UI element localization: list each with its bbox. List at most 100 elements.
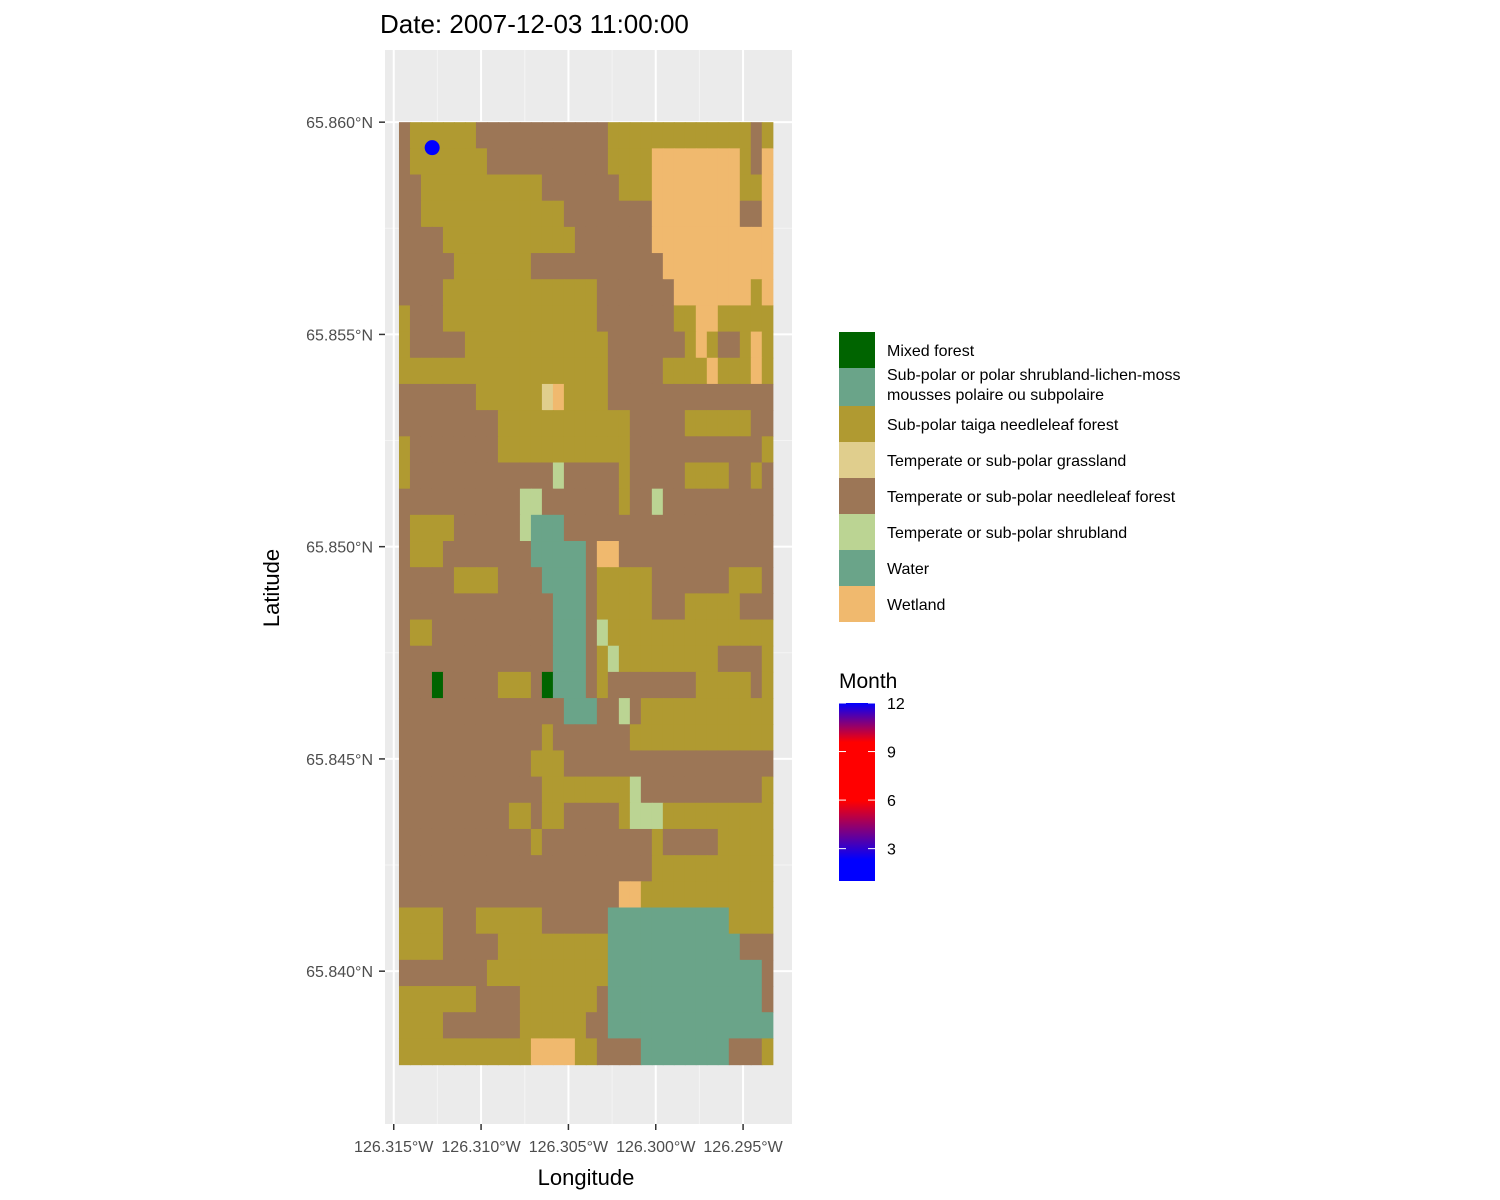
raster-cell — [541, 671, 554, 699]
raster-cell — [453, 698, 466, 725]
raster-cell — [684, 122, 697, 149]
raster-cell — [508, 698, 521, 725]
y-axis: 65.840°N 65.845°N 65.850°N 65.855°N 65.860°N — [306, 115, 385, 981]
raster-cell — [651, 986, 664, 1013]
raster-cell — [761, 619, 774, 647]
raster-cell — [640, 410, 653, 437]
raster-cell — [475, 986, 488, 1013]
raster-cell — [420, 410, 433, 437]
raster-cell — [717, 671, 730, 699]
raster-cell — [508, 1012, 521, 1039]
raster-cell — [574, 226, 587, 254]
raster-cell — [464, 855, 477, 882]
raster-cell — [574, 253, 587, 280]
raster-cell — [728, 1012, 741, 1039]
raster-cell — [431, 122, 444, 149]
raster-cell — [629, 331, 642, 359]
raster-cell — [629, 881, 642, 909]
raster-cell — [486, 986, 499, 1013]
raster-cell — [453, 253, 466, 280]
raster-cell — [761, 986, 774, 1013]
raster-cell — [453, 331, 466, 359]
raster-cell — [662, 567, 675, 594]
raster-cell — [739, 279, 752, 307]
raster-cell — [662, 122, 675, 149]
raster-cell — [574, 1012, 587, 1039]
raster-cell — [629, 986, 642, 1013]
raster-cell — [442, 436, 455, 464]
raster-cell — [398, 828, 411, 856]
raster-cell — [662, 645, 675, 673]
raster-cell — [497, 488, 510, 516]
raster-cell — [728, 1038, 741, 1066]
raster-cell — [398, 1038, 411, 1066]
raster-cell — [618, 122, 631, 149]
raster-cell — [651, 959, 664, 987]
raster-cell — [673, 802, 686, 830]
raster-cell — [475, 907, 488, 935]
raster-cell — [563, 514, 576, 542]
raster-cell — [728, 122, 741, 149]
raster-cell — [684, 645, 697, 673]
raster-cell — [475, 226, 488, 254]
raster-cell — [706, 619, 719, 647]
raster-cell — [706, 698, 719, 725]
raster-cell — [420, 541, 433, 568]
raster-cell — [728, 331, 741, 359]
raster-cell — [486, 567, 499, 594]
raster-cell — [739, 1038, 752, 1066]
raster-cell — [761, 907, 774, 935]
raster-cell — [706, 750, 719, 778]
raster-cell — [409, 305, 422, 333]
raster-cell — [673, 488, 686, 516]
raster-cell — [552, 253, 565, 280]
raster-cell — [640, 959, 653, 987]
raster-cell — [464, 986, 477, 1013]
raster-cell — [464, 593, 477, 621]
raster-cell — [673, 698, 686, 725]
raster-cell — [519, 514, 532, 542]
raster-cell — [453, 305, 466, 333]
raster-cell — [651, 698, 664, 725]
raster-cell — [629, 750, 642, 778]
raster-cell — [662, 986, 675, 1013]
raster-cell — [629, 436, 642, 464]
raster-cell — [398, 776, 411, 804]
raster-cell — [695, 331, 708, 359]
raster-cell — [585, 383, 598, 411]
raster-cell — [750, 305, 763, 333]
raster-cell — [541, 645, 554, 673]
raster-cell — [541, 226, 554, 254]
raster-cell — [574, 410, 587, 437]
raster-cell — [662, 410, 675, 437]
raster-cell — [750, 593, 763, 621]
raster-cell — [409, 828, 422, 856]
raster-cell — [607, 226, 620, 254]
raster-cell — [706, 907, 719, 935]
raster-cell — [684, 828, 697, 856]
raster-cell — [651, 881, 664, 909]
raster-cell — [475, 514, 488, 542]
raster-cell — [684, 488, 697, 516]
raster-cell — [750, 226, 763, 254]
raster-cell — [607, 541, 620, 568]
raster-cell — [651, 907, 664, 935]
raster-cell — [431, 226, 444, 254]
raster-cell — [519, 331, 532, 359]
raster-cell — [420, 357, 433, 385]
raster-cell — [728, 645, 741, 673]
raster-cell — [662, 331, 675, 359]
raster-cell — [640, 122, 653, 149]
raster-cell — [497, 907, 510, 935]
raster-cell — [662, 750, 675, 778]
raster-cell — [552, 514, 565, 542]
raster-cell — [684, 750, 697, 778]
raster-cell — [761, 357, 774, 385]
raster-cell — [673, 200, 686, 228]
raster-cell — [453, 1038, 466, 1066]
raster-cell — [530, 383, 543, 411]
raster-cell — [442, 488, 455, 516]
raster-cell — [739, 671, 752, 699]
raster-cell — [409, 855, 422, 882]
raster-cell — [607, 174, 620, 202]
